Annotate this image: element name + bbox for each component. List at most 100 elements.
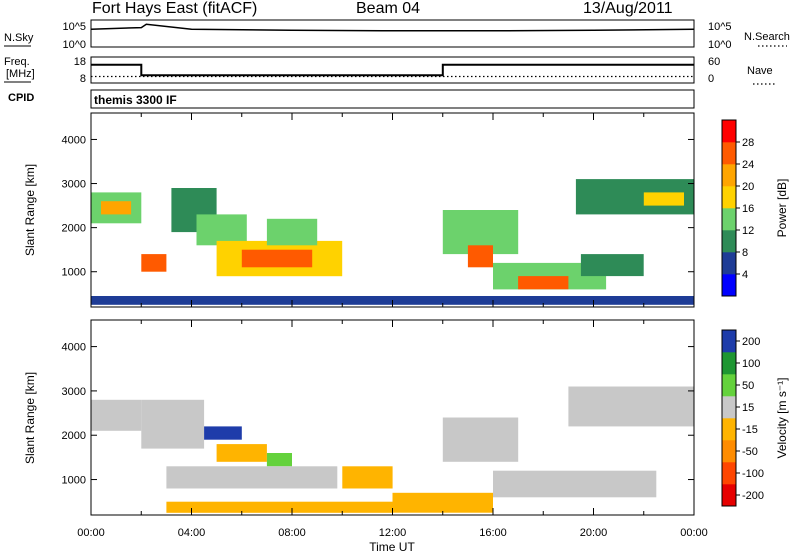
heatmap-region (580, 254, 644, 277)
colorbar-swatch (722, 440, 736, 463)
x-axis-label: Time UT (369, 540, 415, 554)
colorbar-tick-label: 20 (742, 181, 754, 193)
x-tick-label: 12:00 (379, 527, 407, 539)
heatmap-region (442, 417, 519, 462)
noise-right-tick-bottom: 10^0 (708, 39, 732, 51)
date-label: 13/Aug/2011 (583, 0, 673, 17)
colorbar-tick-label: 100 (742, 358, 760, 370)
heatmap-region (141, 254, 167, 272)
colorbar-swatch (722, 208, 736, 231)
heatmap-region (643, 192, 684, 206)
velocity-y-ticks: 1000 2000 3000 4000 (62, 342, 694, 487)
power-panel: 1000 2000 3000 4000 Slant Range [km] (23, 112, 695, 308)
colorbar-tick-label: -100 (742, 468, 764, 480)
power-x-ticks (90, 113, 695, 307)
heatmap-region (91, 399, 142, 431)
colorbar-swatch (722, 120, 736, 143)
velocity-colorbar-ticks: 200 100 50 15 -15 -50 -100 -200 (736, 336, 764, 502)
colorbar-swatch (722, 352, 736, 375)
y-tick-label: 4000 (62, 342, 86, 354)
nave-label: Nave (747, 65, 773, 77)
heatmap-region (392, 492, 493, 513)
frequency-panel: Freq. [MHz] 18 8 60 0 Nave (4, 56, 776, 85)
y-tick-label: 1000 (62, 267, 86, 279)
power-y-ticks: 1000 2000 3000 4000 (62, 134, 694, 279)
colorbar-tick-label: 200 (742, 336, 760, 348)
heatmap-region (493, 470, 657, 498)
y-tick-label: 1000 (62, 475, 86, 487)
freq-left-tick-top: 18 (74, 56, 86, 68)
colorbar-swatch (722, 142, 736, 165)
colorbar-swatch (722, 274, 736, 297)
colorbar-swatch (722, 252, 736, 275)
power-scale-label: Power [dB] (775, 179, 789, 238)
noise-panel: N.Sky 10^5 10^0 10^5 10^0 N.Search (4, 19, 790, 51)
heatmap-region (141, 399, 205, 449)
noise-trace (90, 23, 695, 32)
y-tick-label: 3000 (62, 179, 86, 191)
noise-left-tick-bottom: 10^0 (62, 39, 86, 51)
freq-label-line2: [MHz] (6, 68, 35, 80)
freq-label-line1: Freq. (4, 56, 30, 68)
colorbar-swatch (722, 186, 736, 209)
nave-right-tick-top: 60 (708, 56, 720, 68)
heatmap-region (101, 201, 132, 215)
noise-left-tick-top: 10^5 (62, 21, 86, 33)
power-y-axis-label: Slant Range [km] (23, 164, 37, 256)
colorbar-swatch (722, 484, 736, 507)
y-tick-label: 2000 (62, 430, 86, 442)
noise-right-label: N.Search (744, 31, 790, 43)
colorbar-tick-label: 15 (742, 402, 754, 414)
velocity-y-axis-label: Slant Range [km] (23, 372, 37, 464)
heatmap-region (266, 453, 292, 467)
x-tick-label: 00:00 (77, 527, 105, 539)
frequency-trace (91, 63, 694, 77)
velocity-colorbar: 200 100 50 15 -15 -50 -100 -200 Velocity [m s⁻¹… (721, 329, 789, 507)
heatmap-region (266, 218, 318, 246)
colorbar-swatch (722, 164, 736, 187)
heatmap-region (204, 426, 242, 440)
power-colorbar: 4 8 12 16 20 24 28 Power [dB] (721, 119, 789, 297)
noise-frame (90, 19, 695, 48)
y-tick-label: 2000 (62, 223, 86, 235)
colorbar-tick-label: 24 (742, 159, 754, 171)
heatmap-region (166, 466, 338, 489)
colorbar-swatch (722, 374, 736, 397)
velocity-scale-label: Velocity [m s⁻¹] (775, 377, 789, 458)
nave-right-tick-bottom: 0 (708, 73, 714, 85)
heatmap-region (216, 444, 267, 462)
colorbar-swatch (722, 330, 736, 353)
heatmap-region (518, 276, 569, 290)
x-tick-label: 04:00 (178, 527, 206, 539)
x-tick-label: 16:00 (479, 527, 507, 539)
colorbar-tick-label: 28 (742, 137, 754, 149)
heatmap-region (241, 249, 313, 268)
colorbar-swatch (722, 230, 736, 253)
x-tick-label: 08:00 (278, 527, 306, 539)
y-tick-label: 4000 (62, 134, 86, 146)
colorbar-tick-label: -200 (742, 490, 764, 502)
colorbar-tick-label: 4 (742, 269, 748, 281)
velocity-x-ticks (90, 320, 695, 515)
colorbar-swatch (722, 418, 736, 441)
heatmap-region (166, 501, 393, 513)
colorbar-tick-label: 8 (742, 247, 748, 259)
power-heatmap (91, 179, 694, 305)
velocity-colorbar-swatches (722, 330, 736, 507)
station-title: Fort Hays East (fitACF) (92, 0, 257, 17)
colorbar-swatch (722, 462, 736, 485)
velocity-colorbar-frame (721, 329, 737, 507)
x-tick-label: 00:00 (680, 527, 708, 539)
colorbar-tick-label: -15 (742, 424, 758, 436)
y-tick-label: 3000 (62, 386, 86, 398)
velocity-panel: 1000 2000 3000 4000 Slant Range [km] (23, 319, 695, 516)
velocity-heatmap (91, 386, 694, 513)
cpid-frame (90, 89, 695, 109)
noise-left-label: N.Sky (4, 32, 34, 44)
cpid-panel: CPID themis 3300 IF (8, 89, 695, 109)
heatmap-region (467, 245, 493, 268)
beam-label: Beam 04 (356, 0, 420, 17)
frequency-frame (90, 56, 695, 84)
freq-left-tick-bottom: 8 (80, 73, 86, 85)
